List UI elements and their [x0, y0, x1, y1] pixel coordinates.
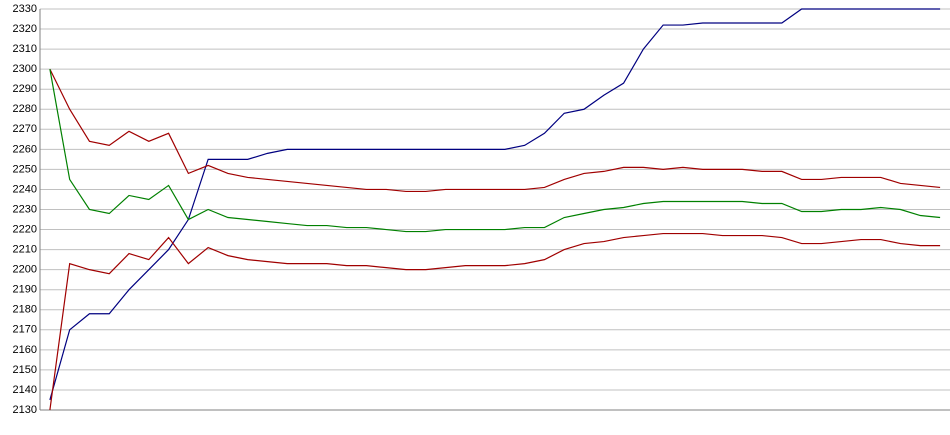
- y-tick-label: 2230: [13, 203, 37, 215]
- series-line: [49, 69, 941, 233]
- y-tick-label: 2190: [13, 284, 37, 296]
- y-tick-label: 2200: [13, 264, 37, 276]
- y-tick-label: 2320: [13, 23, 37, 35]
- y-tick-label: 2260: [13, 143, 37, 155]
- y-tick-label: 2150: [13, 364, 37, 376]
- y-tick-label: 2220: [13, 223, 37, 235]
- y-tick-label: 2270: [13, 123, 37, 135]
- y-tick-label: 2330: [13, 3, 37, 15]
- y-tick-label: 2130: [13, 404, 37, 416]
- y-tick-label: 2160: [13, 344, 37, 356]
- series-line: [49, 8, 941, 401]
- series-line: [49, 232, 941, 411]
- y-tick-label: 2280: [13, 103, 37, 115]
- y-tick-label: 2240: [13, 183, 37, 195]
- y-tick-label: 2140: [13, 384, 37, 396]
- y-tick-label: 2290: [13, 83, 37, 95]
- y-tick-label: 2300: [13, 63, 37, 75]
- series-line: [49, 68, 941, 193]
- y-tick-label: 2210: [13, 244, 37, 256]
- y-tick-label: 2170: [13, 324, 37, 336]
- y-tick-label: 2250: [13, 163, 37, 175]
- y-tick-label: 2310: [13, 43, 37, 55]
- y-tick-label: 2180: [13, 304, 37, 316]
